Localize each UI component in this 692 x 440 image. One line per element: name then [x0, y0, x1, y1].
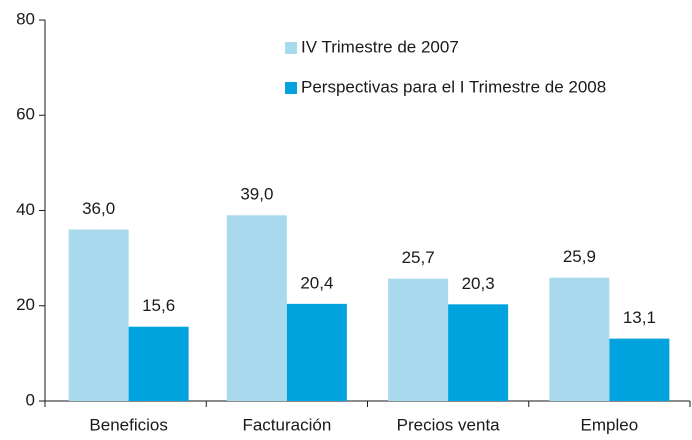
- y-tick-label: 0: [26, 390, 35, 409]
- x-tick-label: Facturación: [242, 415, 331, 434]
- bar: [388, 278, 449, 401]
- y-tick-label: 80: [16, 9, 35, 28]
- y-tick-label: 40: [16, 200, 35, 219]
- value-label: 25,9: [563, 247, 596, 266]
- bar: [448, 304, 509, 401]
- value-label: 13,1: [623, 308, 656, 327]
- legend-label: Perspectivas para el I Trimestre de 2008: [301, 77, 606, 96]
- legend-swatch: [285, 82, 297, 94]
- y-tick-label: 60: [16, 105, 35, 124]
- value-label: 36,0: [82, 199, 115, 218]
- x-tick-label: Empleo: [581, 415, 639, 434]
- bar: [609, 338, 670, 401]
- x-tick-label: Precios venta: [397, 415, 501, 434]
- bar: [128, 326, 189, 401]
- y-tick-label: 20: [16, 295, 35, 314]
- value-label: 20,4: [300, 273, 333, 292]
- value-label: 25,7: [402, 248, 435, 267]
- bar: [286, 303, 347, 401]
- legend-swatch: [285, 42, 297, 54]
- legend-label: IV Trimestre de 2007: [301, 37, 459, 56]
- bar: [549, 277, 610, 401]
- value-label: 15,6: [142, 296, 175, 315]
- value-label: 39,0: [240, 185, 273, 204]
- bar: [68, 229, 129, 401]
- x-tick-label: Beneficios: [89, 415, 167, 434]
- value-label: 20,3: [462, 274, 495, 293]
- bar: [226, 215, 287, 401]
